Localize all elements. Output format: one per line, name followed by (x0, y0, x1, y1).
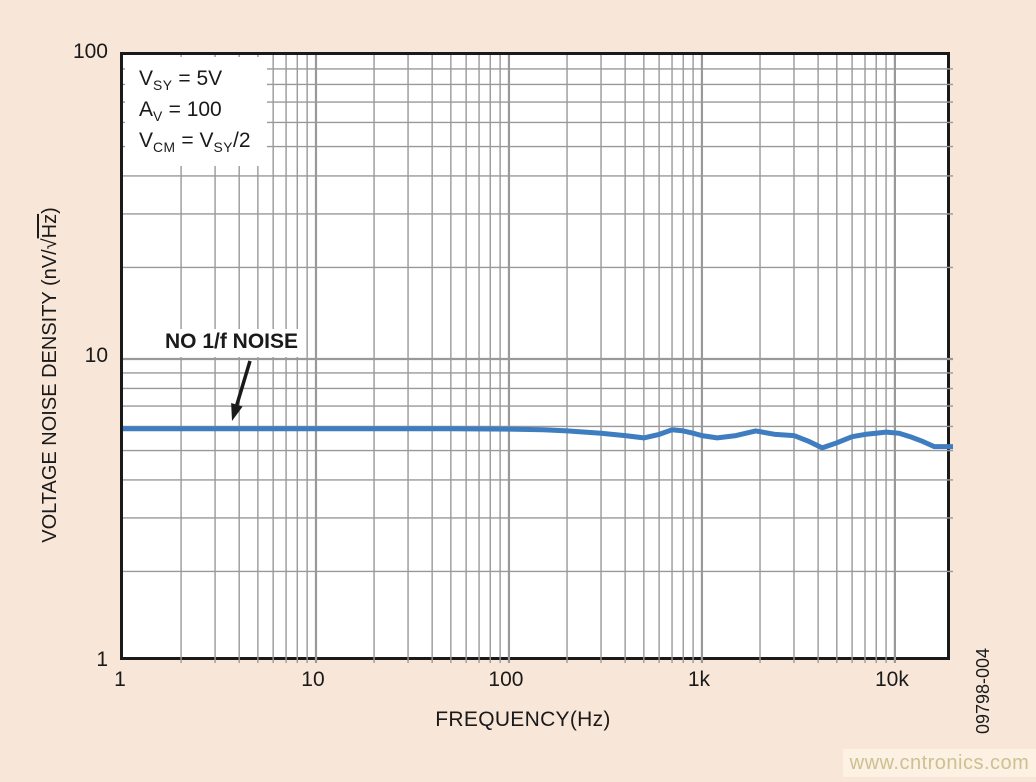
condition-line-vcm: VCM = VSY/2 (139, 129, 251, 156)
condition-line-vsy: VSY = 5V (139, 67, 223, 94)
y-axis-title: VOLTAGE NOISE DENSITY (nV/√Hz) (39, 207, 61, 543)
watermark: www.cntronics.com (843, 749, 1036, 777)
no-1f-noise-callout: NO 1/f NOISE (157, 329, 307, 357)
y-axis-title-text: VOLTAGE NOISE DENSITY (nV/√ (39, 238, 61, 543)
x-tick-label: 100 (488, 668, 524, 691)
y-tick-label: 10 (84, 344, 108, 367)
x-tick-label: 10 (301, 668, 325, 691)
sqrt-overline-hz: Hz (39, 213, 61, 239)
chart-svg (123, 55, 953, 663)
x-tick-label: 10k (874, 668, 909, 691)
conditions-annotation: VSY = 5V AV = 100 VCM = VSY/2 (125, 57, 267, 166)
x-tick-label: 1k (687, 668, 711, 691)
noise-density-curve (123, 426, 953, 451)
callout-arrow-shaft (234, 360, 252, 408)
x-axis-title: FREQUENCY(Hz) (435, 708, 611, 731)
condition-line-av: AV = 100 (139, 98, 222, 125)
y-tick-label: 100 (72, 40, 108, 63)
figure-number: 09798-004 (973, 647, 993, 735)
callout-arrow-head (231, 402, 243, 421)
x-tick-label: 1 (114, 668, 126, 691)
y-tick-label: 1 (96, 648, 108, 671)
plot-area: VSY = 5V AV = 100 VCM = VSY/2 NO 1/f NOI… (120, 52, 953, 663)
